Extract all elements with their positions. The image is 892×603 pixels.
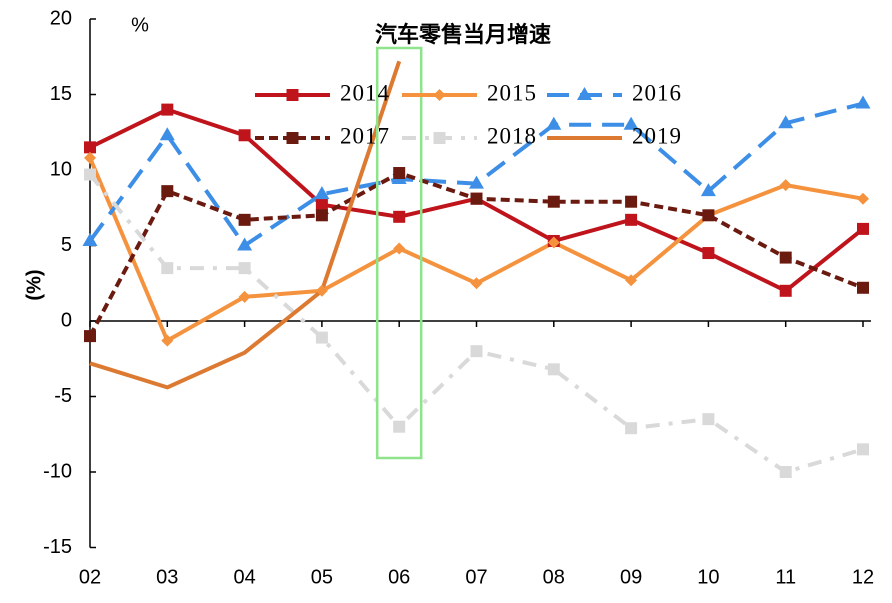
marker-2016-10 [700,183,716,197]
legend: 2014 2015 2016 2017 2018 2019 [255,80,682,148]
marker-2015-12 [857,192,869,205]
marker-2017-09 [625,195,638,208]
marker-2015-05 [315,284,328,297]
x-tick-label: 10 [697,566,719,588]
highlight-box [375,46,423,460]
marker-2018-12 [857,443,869,456]
chart-title: 汽车零售当月增速 [375,22,551,48]
legend-label: 2016 [632,80,682,105]
marker-2018-06 [393,420,406,433]
series-line-2019 [89,60,402,390]
marker-2018-10 [702,413,715,426]
marker-2016-03 [159,127,175,141]
marker-2016-05 [314,186,330,200]
y-unit-label: % [131,14,149,36]
x-tick-label: 05 [311,566,333,588]
marker-2014-03 [161,103,174,116]
marker-2016-11 [778,115,794,129]
marker-2015-03 [161,334,174,347]
marker-2017-11 [779,251,792,264]
marker-2017-07 [470,192,483,205]
marker-2017-08 [547,195,560,208]
legend-marker-2014 [286,89,299,101]
legend-marker-2016 [577,87,592,100]
legend-marker-2017 [286,132,299,144]
x-tick-label: 06 [388,566,410,588]
marker-2015-02 [84,151,96,164]
marker-2018-05 [315,331,328,344]
y-tick-label: 15 [50,83,72,105]
marker-2014-05 [315,198,328,211]
x-tick-label: 07 [465,566,487,588]
marker-2015-06 [393,242,406,255]
marker-2014-10 [702,247,715,260]
legend-label: 2018 [487,123,537,148]
marker-2017-02 [84,330,96,343]
x-tick-label: 09 [620,566,642,588]
x-tick-label: 03 [156,566,178,588]
marker-2016-09 [623,116,639,130]
marker-2014-02 [84,141,96,154]
x-tick-label: 02 [79,566,101,588]
marker-2017-04 [238,213,251,226]
x-tick-label: 04 [233,566,255,588]
marker-2016-12 [855,95,871,109]
highlight-box-group [375,46,423,460]
marker-2015-09 [625,274,638,287]
marker-2014-12 [857,222,869,235]
y-tick-label: 10 [50,158,72,180]
y-tick-label: 0 [61,309,72,331]
legend-marker-2018 [433,132,446,144]
y-tick-label: 5 [61,234,72,256]
marker-2017-06 [393,167,406,180]
marker-2018-04 [238,262,251,275]
legend-label: 2015 [487,80,537,105]
legend-item-2018: 2018 [402,123,537,148]
legend-marker-2015 [433,89,446,101]
marker-2018-02 [84,168,96,181]
legend-item-2015: 2015 [402,80,537,105]
marker-2018-11 [779,466,792,478]
marker-2015-04 [238,290,251,303]
legend-item-2017: 2017 [255,123,390,148]
legend-item-2019: 2019 [547,123,682,148]
marker-2018-03 [161,262,174,275]
marker-2017-05 [315,209,328,222]
marker-2015-11 [779,179,792,192]
marker-2018-09 [625,422,638,435]
y-tick-label: 20 [50,7,72,29]
marker-2014-09 [625,213,638,226]
y-tick-label: -15 [43,536,72,558]
legend-item-2014: 2014 [255,80,390,105]
marker-2014-11 [779,284,792,297]
marker-2017-10 [702,209,715,222]
marker-2015-08 [547,236,560,249]
marker-2015-07 [470,277,483,290]
y-tick-label: -5 [54,385,72,407]
marker-2018-07 [470,345,483,358]
x-tick-label: 08 [543,566,565,588]
legend-label: 2017 [340,123,390,148]
legend-label: 2014 [340,80,390,105]
marker-2016-02 [82,232,98,246]
marker-2016-07 [469,175,484,189]
y-axis-title: (%) [23,269,45,300]
series-markers [82,95,871,478]
x-tick-label: 11 [775,566,796,588]
marker-2016-04 [237,237,253,251]
legend-item-2016: 2016 [547,80,682,105]
marker-2014-06 [393,210,406,223]
marker-2014-04 [238,129,251,142]
y-tick-label: -10 [43,460,72,482]
legend-label: 2019 [632,123,682,148]
marker-2017-03 [161,185,174,198]
x-tick-label: 12 [852,566,874,588]
marker-2018-08 [547,363,560,376]
marker-2017-12 [857,281,869,294]
marker-2016-08 [546,116,562,130]
